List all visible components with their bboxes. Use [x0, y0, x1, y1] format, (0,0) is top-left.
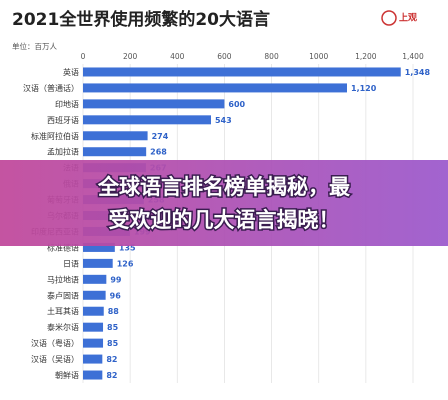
- x-tick-label: 800: [264, 52, 279, 61]
- y-tick-label: 朝鲜语: [55, 370, 79, 380]
- y-tick-label: 英语: [63, 67, 79, 77]
- y-tick-label: 马拉地语: [47, 274, 79, 284]
- x-tick-label: 1000: [309, 52, 328, 61]
- bar: [83, 115, 211, 125]
- value-label: 1,120: [351, 84, 377, 93]
- bar: [83, 354, 103, 364]
- y-tick-label: 孟加拉语: [47, 147, 79, 157]
- y-tick-label: 标准德语: [47, 242, 79, 252]
- bar: [83, 147, 147, 157]
- bar: [83, 322, 104, 332]
- bar: [83, 67, 401, 77]
- y-tick-label: 土耳其语: [47, 306, 79, 316]
- y-tick-label: 印地语: [55, 99, 79, 109]
- y-tick-label: 泰米尔语: [47, 322, 79, 332]
- bar: [83, 370, 103, 380]
- value-label: 600: [228, 100, 245, 109]
- value-label: 99: [110, 275, 122, 284]
- y-tick-label: 西班牙语: [47, 115, 79, 125]
- bar: [83, 99, 225, 109]
- value-label: 1,348: [405, 68, 431, 77]
- bar: [83, 258, 113, 268]
- logo-icon: [381, 10, 397, 26]
- bar: [83, 242, 115, 252]
- x-tick-label: 1,400: [402, 52, 424, 61]
- value-label: 82: [106, 371, 117, 380]
- bar: [83, 306, 104, 316]
- value-label: 85: [107, 339, 119, 348]
- y-tick-label: 汉语（吴语）: [31, 354, 79, 364]
- y-tick-label: 泰卢固语: [47, 290, 79, 300]
- bar: [83, 338, 104, 348]
- banner: [0, 160, 448, 246]
- bar: [83, 83, 347, 93]
- x-tick-label: 400: [170, 52, 185, 61]
- value-label: 82: [106, 355, 117, 364]
- bar: [83, 274, 107, 284]
- value-label: 268: [150, 148, 167, 157]
- bar: [83, 290, 106, 300]
- banner-line: 全球语言排名榜单揭秘，最: [97, 175, 351, 199]
- x-tick-label: 1,200: [355, 52, 377, 61]
- x-tick-label: 600: [217, 52, 232, 61]
- value-label: 274: [152, 132, 169, 141]
- y-tick-label: 日语: [63, 258, 79, 268]
- x-tick-label: 200: [123, 52, 138, 61]
- value-label: 96: [110, 291, 122, 300]
- value-label: 85: [107, 323, 119, 332]
- bar: [83, 131, 148, 141]
- value-label: 126: [117, 259, 134, 268]
- value-label: 135: [119, 243, 136, 252]
- unit-label: 单位：百万人: [12, 41, 57, 51]
- banner-line: 受欢迎的几大语言揭晓！: [109, 208, 340, 232]
- value-label: 88: [108, 307, 120, 316]
- y-tick-label: 汉语（普通话）: [23, 83, 79, 93]
- x-tick-label: 0: [81, 52, 86, 61]
- y-tick-label: 汉语（粤语）: [31, 338, 79, 348]
- logo: 上观: [399, 12, 417, 24]
- chart-title: 2021全世界使用频繁的20大语言: [12, 9, 270, 30]
- y-tick-label: 标准阿拉伯语: [31, 131, 79, 141]
- value-label: 543: [215, 116, 232, 125]
